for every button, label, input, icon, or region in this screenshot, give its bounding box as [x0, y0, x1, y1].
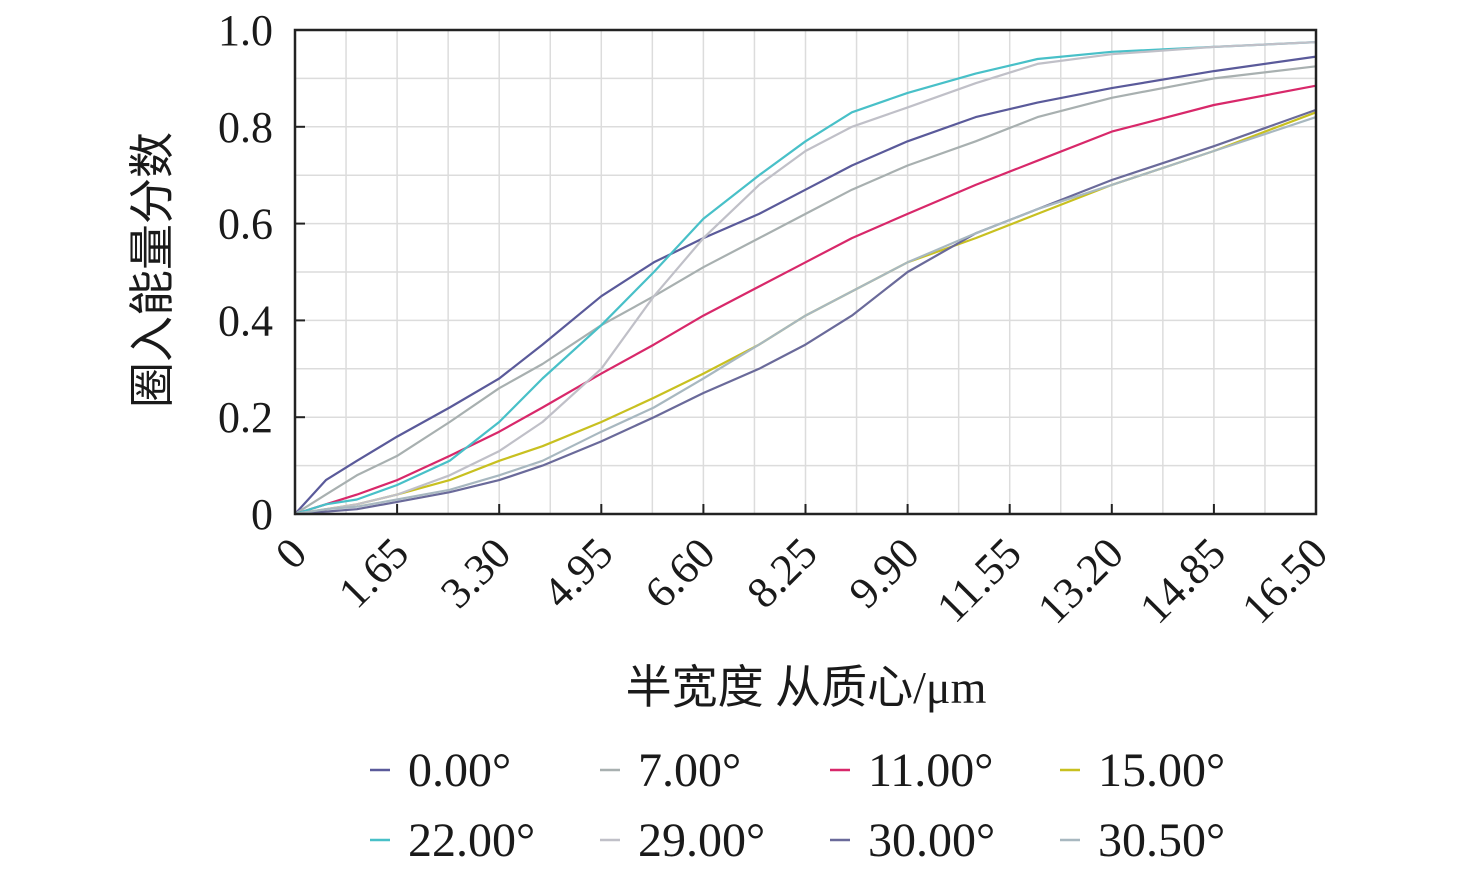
y-tick-label: 1.0 — [218, 6, 273, 55]
x-tick-label: 1.65 — [329, 528, 418, 617]
x-tick-label: 9.90 — [840, 528, 929, 617]
y-tick-label: 0.8 — [218, 103, 273, 152]
x-tick-label: 13.20 — [1028, 528, 1133, 633]
x-axis-ticks: 0 1.65 3.30 4.95 6.60 8.25 9.9011.5513.2014.85… — [266, 504, 1337, 633]
x-tick-label: 11.55 — [927, 528, 1031, 632]
legend-label: 0.00° — [408, 744, 511, 797]
y-axis-ticks: 0 0.2 0.4 0.6 0.8 1.0 — [218, 6, 305, 539]
legend-label: 22.00° — [408, 814, 535, 867]
y-axis-label: 圈入能量分数 — [127, 132, 178, 408]
grid — [295, 30, 1316, 514]
series-line — [294, 116, 1317, 516]
x-tick-label: 6.60 — [635, 528, 724, 617]
x-tick-label: 3.30 — [431, 528, 520, 617]
x-axis-label: 半宽度 从质心/μm — [626, 662, 987, 713]
legend-label: 7.00° — [638, 744, 741, 797]
legend: 0.00° 7.00° 11.00° 15.00° 22.00° 29.00° 30.00°… — [370, 744, 1225, 867]
x-tick-label: 14.85 — [1130, 528, 1235, 633]
x-tick-label: 8.25 — [737, 528, 826, 617]
y-tick-label: 0.2 — [218, 393, 273, 442]
y-tick-label: 0.6 — [218, 200, 273, 249]
series-line — [294, 41, 1317, 516]
legend-label: 29.00° — [638, 814, 765, 867]
y-tick-label: 0 — [251, 490, 273, 539]
series-line — [294, 41, 1317, 516]
series-line — [294, 84, 1317, 516]
legend-label: 15.00° — [1098, 744, 1225, 797]
legend-label: 11.00° — [868, 744, 993, 797]
series-line — [294, 65, 1317, 515]
legend-label: 30.00° — [868, 814, 995, 867]
x-tick-label: 0 — [266, 528, 316, 578]
x-tick-label: 16.50 — [1232, 528, 1337, 633]
y-tick-label: 0.4 — [218, 296, 273, 345]
x-tick-label: 4.95 — [533, 528, 622, 617]
legend-label: 30.50° — [1098, 814, 1225, 867]
series-lines — [294, 41, 1317, 516]
